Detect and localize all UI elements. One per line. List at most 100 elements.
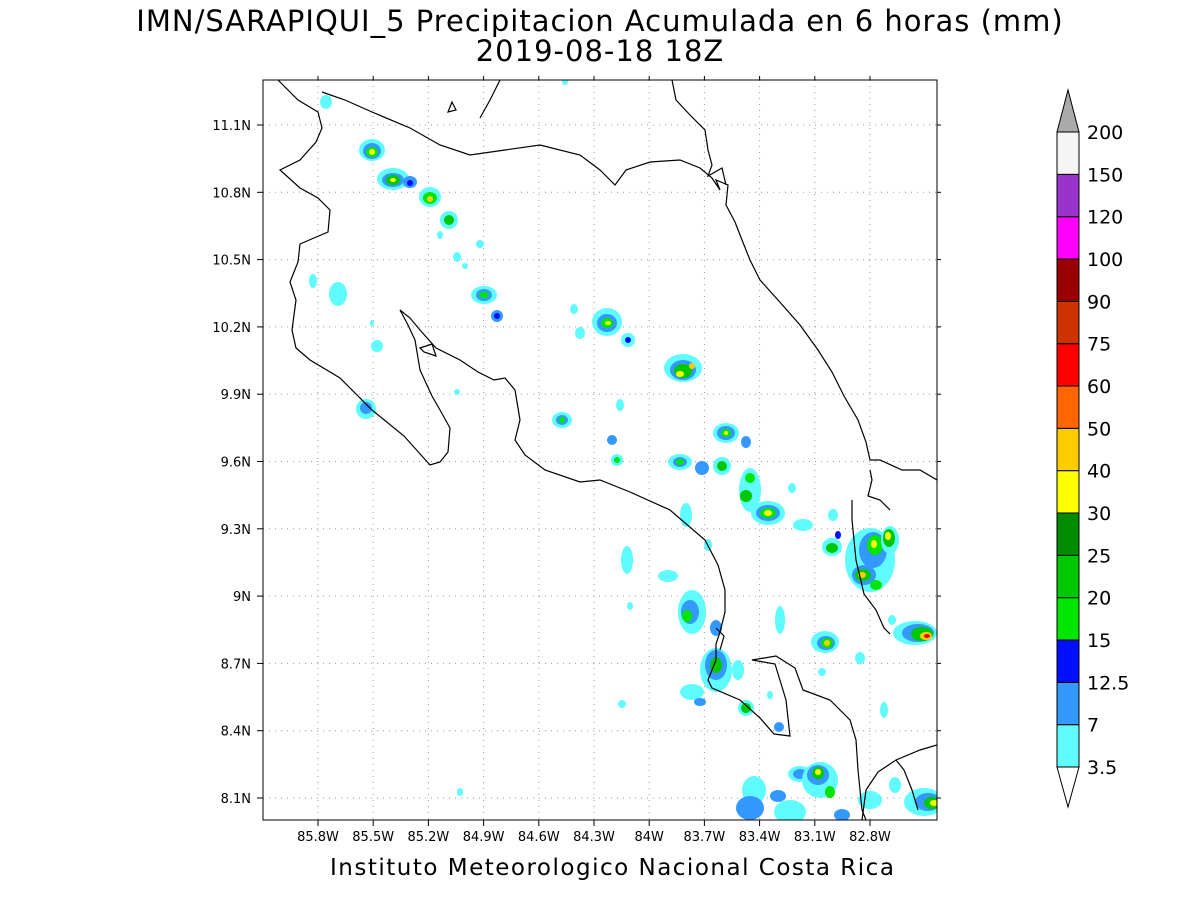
precip-cell xyxy=(403,176,417,188)
colorbar-swatch xyxy=(1056,131,1080,175)
precip-cell xyxy=(491,310,503,322)
colorbar-swatch xyxy=(1056,724,1080,768)
precip-cell xyxy=(370,80,568,796)
colorbar-swatch xyxy=(1056,427,1080,472)
y-tick-label: 9.9N xyxy=(221,388,251,403)
x-tick-label: 85.8W xyxy=(297,830,339,845)
x-tick-label: 83.1W xyxy=(794,830,836,845)
precip-cell xyxy=(621,546,678,610)
precip-cell xyxy=(359,139,385,161)
x-tick-label: 84.9W xyxy=(463,830,505,845)
precip-cell xyxy=(822,509,842,556)
precip-cell xyxy=(881,526,899,554)
x-tick-label: 83.4W xyxy=(739,830,781,845)
precip-cell xyxy=(775,606,785,634)
y-tick-label: 8.1N xyxy=(221,792,251,807)
x-tick-label: 85.2W xyxy=(407,830,449,845)
precip-cell xyxy=(552,412,572,428)
colorbar-swatch xyxy=(1056,343,1080,387)
y-tick-label: 9N xyxy=(233,590,251,605)
colorbar-label: 100 xyxy=(1087,249,1123,271)
colorbar-swatch xyxy=(1056,258,1080,302)
precip-cell xyxy=(309,95,383,419)
x-tick-label: 84W xyxy=(634,830,664,845)
map-datetime: 2019-08-18 18Z xyxy=(475,34,725,68)
precip-cell xyxy=(678,590,722,636)
precip-cell xyxy=(437,231,484,269)
colorbar-label: 3.5 xyxy=(1087,757,1117,779)
colorbar-label: 30 xyxy=(1087,503,1111,525)
longitude-axis: 85.8W 85.5W 85.2W 84.9W 84.6W 84.3W 84W 83.7W 83… xyxy=(297,76,891,845)
y-tick-label: 9.6N xyxy=(221,456,251,471)
colorbar-swatch xyxy=(1056,554,1080,599)
x-tick-label: 84.3W xyxy=(573,830,615,845)
precip-cell xyxy=(419,187,441,207)
precip-cell xyxy=(668,454,692,470)
precip-cell xyxy=(713,423,739,443)
precip-cell xyxy=(377,168,409,190)
x-tick-label: 83.7W xyxy=(683,830,725,845)
colorbar-swatch xyxy=(1056,639,1080,683)
colorbar-label: 200 xyxy=(1087,122,1123,144)
colorbar-swatch xyxy=(1056,470,1080,514)
colorbar-label: 20 xyxy=(1087,588,1111,610)
institution-credit: Instituto Meteorologico Nacional Costa R… xyxy=(330,855,896,881)
precip-cell xyxy=(888,615,937,645)
colorbar-label: 25 xyxy=(1087,545,1111,567)
latitude-axis: 11.1N 10.8N 10.5N 10.2N 9.9N 9.6N 9.3N 9N 8.7N 8.… xyxy=(212,119,941,807)
colorbar-swatch xyxy=(1056,597,1080,641)
precip-cell xyxy=(738,691,784,732)
colorbar-swatch xyxy=(1056,681,1080,726)
precip-cell xyxy=(739,468,761,512)
colorbar-label: 120 xyxy=(1087,207,1123,229)
precip-cell xyxy=(904,788,937,816)
colorbar-swatch xyxy=(1056,385,1080,429)
x-tick-label: 85.5W xyxy=(352,830,394,845)
map-frame xyxy=(262,79,938,821)
map-title: IMN/SARAPIQUI_5 Precipitacion Acumulada … xyxy=(136,4,1064,38)
y-tick-label: 10.8N xyxy=(212,186,251,201)
precip-cell xyxy=(802,762,901,820)
colorbar-swatch xyxy=(1056,173,1080,218)
colorbar-label: 12.5 xyxy=(1087,672,1129,694)
precip-cell xyxy=(811,631,865,676)
colorbar-label: 7 xyxy=(1087,715,1099,737)
precip-cell xyxy=(695,436,751,475)
y-tick-label: 8.4N xyxy=(221,725,251,740)
coastline xyxy=(277,80,937,820)
colorbar-label: 40 xyxy=(1087,461,1111,483)
precip-cell xyxy=(736,766,812,820)
y-tick-label: 8.7N xyxy=(221,657,251,672)
map-gridlines xyxy=(263,80,937,820)
colorbar-swatch xyxy=(1056,512,1080,556)
x-tick-label: 82.8W xyxy=(849,830,891,845)
y-tick-label: 10.5N xyxy=(212,254,251,269)
precip-cell xyxy=(471,286,497,304)
precip-cell xyxy=(751,501,785,525)
colorbar-bottom-arrow xyxy=(1056,766,1080,809)
precip-cell xyxy=(880,702,888,718)
precip-cell xyxy=(607,399,624,466)
precip-cell xyxy=(592,308,622,336)
y-tick-label: 9.3N xyxy=(221,523,251,538)
x-tick-label: 84.6W xyxy=(518,830,560,845)
colorbar-legend: 3.5 7 12.5 15 20 25 30 40 50 60 75 90 100 120 150 200 xyxy=(1056,88,1129,809)
precip-cell xyxy=(664,354,702,382)
colorbar-swatch xyxy=(1056,216,1080,260)
precip-cell xyxy=(570,304,635,347)
precip-cell xyxy=(618,684,706,708)
colorbar-label: 150 xyxy=(1087,164,1123,186)
y-tick-label: 10.2N xyxy=(212,321,251,336)
colorbar-top-arrow xyxy=(1056,88,1080,133)
colorbar-label: 75 xyxy=(1087,334,1111,356)
y-tick-label: 11.1N xyxy=(212,119,251,134)
colorbar-swatch xyxy=(1056,300,1080,345)
precip-cell xyxy=(440,211,458,229)
colorbar-label: 50 xyxy=(1087,418,1111,440)
precipitation-field xyxy=(309,80,937,820)
colorbar-label: 90 xyxy=(1087,291,1111,313)
colorbar-label: 60 xyxy=(1087,376,1111,398)
precip-cell xyxy=(700,648,744,692)
colorbar-label: 15 xyxy=(1087,630,1111,652)
